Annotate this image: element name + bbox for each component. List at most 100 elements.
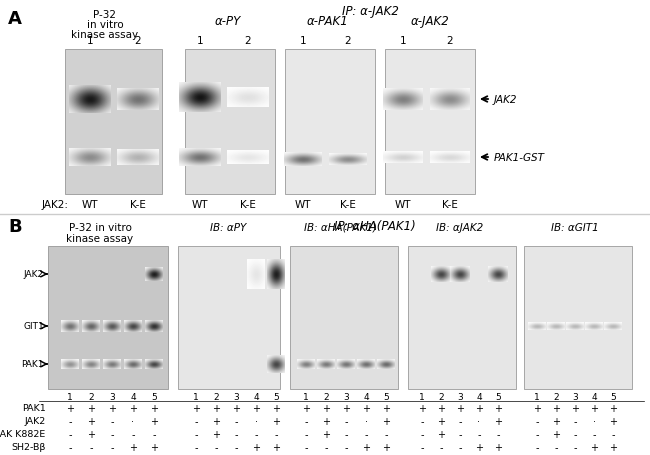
Text: -: - (234, 442, 238, 452)
Text: B: B (8, 217, 21, 236)
Text: JAK2:: JAK2: (42, 200, 68, 210)
Bar (408, 247, 516, 389)
Text: -: - (344, 442, 348, 452)
Text: JAK2: JAK2 (494, 95, 517, 105)
Text: WT: WT (395, 200, 411, 210)
Text: 1: 1 (400, 36, 406, 46)
Text: K-E: K-E (130, 200, 146, 210)
Text: ·: · (255, 416, 257, 426)
Text: -: - (344, 429, 348, 439)
Bar (48, 247, 168, 389)
Text: 2: 2 (135, 36, 141, 46)
Text: 5: 5 (610, 392, 616, 401)
Text: -: - (68, 442, 72, 452)
Text: -: - (573, 429, 577, 439)
Text: PAK1: PAK1 (21, 360, 44, 369)
Text: -: - (234, 416, 238, 426)
Text: JAK2: JAK2 (25, 417, 46, 425)
Bar (385, 50, 475, 195)
Text: +: + (302, 403, 310, 413)
Text: 4: 4 (130, 392, 136, 401)
Text: 2: 2 (213, 392, 219, 401)
Text: +: + (129, 403, 137, 413)
Text: +: + (129, 442, 137, 452)
Text: -: - (535, 442, 539, 452)
Text: 4: 4 (363, 392, 369, 401)
Text: 1: 1 (534, 392, 540, 401)
Text: 2: 2 (447, 36, 453, 46)
Text: +: + (272, 416, 280, 426)
Text: -: - (573, 416, 577, 426)
Text: +: + (322, 416, 330, 426)
Text: 2: 2 (553, 392, 559, 401)
Text: -: - (496, 429, 500, 439)
Text: IP: αHA(PAK1): IP: αHA(PAK1) (334, 219, 416, 233)
Text: -: - (421, 416, 424, 426)
Text: P-32: P-32 (94, 10, 116, 20)
Bar (285, 50, 375, 195)
Text: WT: WT (82, 200, 98, 210)
Text: -: - (194, 442, 198, 452)
Text: -: - (68, 416, 72, 426)
Text: 2: 2 (244, 36, 252, 46)
Text: α-JAK2: α-JAK2 (411, 15, 449, 28)
Text: SH2-Bβ: SH2-Bβ (12, 443, 46, 451)
Text: -: - (194, 429, 198, 439)
Text: +: + (87, 403, 95, 413)
Text: +: + (609, 416, 617, 426)
Text: +: + (87, 429, 95, 439)
Text: -: - (152, 429, 156, 439)
Text: +: + (150, 403, 158, 413)
Text: -: - (304, 416, 307, 426)
Text: IB: αJAK2: IB: αJAK2 (436, 222, 484, 233)
Text: +: + (66, 403, 74, 413)
Text: +: + (108, 403, 116, 413)
Text: +: + (322, 429, 330, 439)
Text: +: + (212, 429, 220, 439)
Text: P-32 in vitro: P-32 in vitro (68, 222, 131, 233)
Text: +: + (192, 403, 200, 413)
Text: GIT1: GIT1 (23, 322, 44, 331)
Text: -: - (477, 429, 481, 439)
Text: K-E: K-E (442, 200, 458, 210)
Text: +: + (418, 403, 426, 413)
Text: 2: 2 (344, 36, 351, 46)
Text: 3: 3 (343, 392, 349, 401)
Text: +: + (494, 416, 502, 426)
Text: +: + (382, 403, 390, 413)
Text: -: - (554, 442, 558, 452)
Text: IB: αPY: IB: αPY (210, 222, 246, 233)
Text: WT: WT (192, 200, 208, 210)
Text: +: + (362, 442, 370, 452)
Text: ·: · (131, 416, 135, 426)
Text: +: + (590, 442, 598, 452)
Text: -: - (234, 429, 238, 439)
Text: -: - (111, 442, 114, 452)
Text: +: + (252, 403, 260, 413)
Bar (178, 247, 280, 389)
Text: +: + (322, 403, 330, 413)
Text: +: + (362, 403, 370, 413)
Text: -: - (304, 442, 307, 452)
Text: -: - (344, 416, 348, 426)
Text: A: A (8, 10, 22, 28)
Bar (290, 247, 398, 389)
Text: +: + (552, 403, 560, 413)
Text: +: + (272, 403, 280, 413)
Bar (65, 50, 162, 195)
Text: +: + (252, 442, 260, 452)
Text: +: + (571, 403, 579, 413)
Text: -: - (324, 442, 328, 452)
Text: 1: 1 (300, 36, 306, 46)
Text: -: - (274, 429, 278, 439)
Text: -: - (111, 416, 114, 426)
Text: +: + (552, 429, 560, 439)
Text: +: + (609, 442, 617, 452)
Text: +: + (533, 403, 541, 413)
Text: -: - (254, 429, 258, 439)
Text: 5: 5 (495, 392, 501, 401)
Text: JAK2: JAK2 (24, 270, 44, 279)
Text: +: + (342, 403, 350, 413)
Text: 3: 3 (572, 392, 578, 401)
Text: 5: 5 (151, 392, 157, 401)
